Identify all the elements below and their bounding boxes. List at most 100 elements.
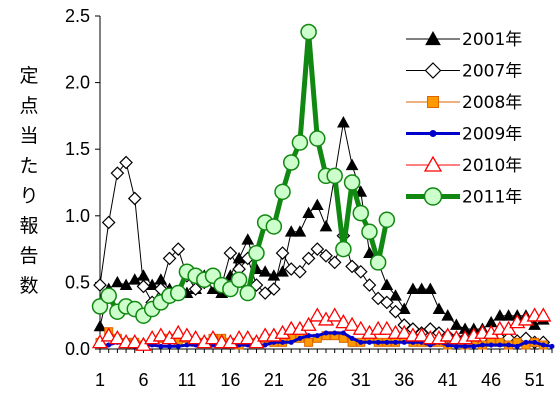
y-axis-label-char: 定	[19, 65, 38, 87]
data-point	[101, 288, 116, 303]
y-tick-label: 1.0	[65, 206, 90, 226]
data-point	[426, 63, 441, 78]
data-point	[292, 135, 307, 150]
data-point	[232, 272, 247, 287]
data-point	[341, 331, 346, 336]
data-point	[176, 344, 181, 349]
data-point	[523, 340, 528, 345]
data-point	[301, 24, 316, 39]
data-point	[426, 32, 440, 45]
data-point	[289, 340, 294, 345]
y-tick-label: 0.5	[65, 272, 90, 292]
data-point	[328, 309, 342, 321]
data-point	[363, 279, 375, 291]
data-point	[111, 167, 123, 179]
data-point	[541, 343, 546, 348]
data-point	[158, 344, 163, 349]
x-tick-label: 11	[178, 370, 197, 390]
data-point	[266, 219, 281, 234]
data-point	[428, 97, 439, 108]
data-point	[358, 340, 363, 345]
data-point	[425, 188, 442, 205]
data-point	[489, 343, 494, 348]
legend-item-5: 2010年	[406, 156, 522, 176]
data-point	[240, 286, 255, 301]
y-axis-label-char: 報	[19, 215, 38, 237]
data-point	[275, 184, 290, 199]
legend-item-2: 2007年	[406, 62, 522, 82]
data-point	[393, 340, 398, 345]
legend: 2001年 2007年 2008年 2009年 2010年 2011年	[406, 30, 522, 208]
data-point	[367, 340, 372, 345]
data-point	[294, 226, 305, 236]
y-tick-label: 1.5	[65, 139, 90, 159]
data-point	[381, 280, 392, 290]
x-tick-label: 6	[138, 370, 148, 390]
data-point	[425, 157, 441, 171]
data-point	[320, 250, 332, 262]
data-point	[284, 155, 299, 170]
data-point	[371, 255, 386, 270]
data-point	[350, 336, 355, 341]
data-point	[463, 344, 468, 349]
y-tick-label: 2.5	[65, 6, 90, 26]
legend-label: 2001年	[462, 30, 522, 50]
data-point	[347, 160, 358, 170]
y-axis-label-char: 点	[19, 95, 38, 117]
y-tick-label: 0.0	[65, 339, 90, 359]
legend-item-1: 2001年	[406, 30, 522, 50]
legend-label: 2010年	[462, 156, 522, 176]
data-point	[345, 175, 360, 190]
data-point	[379, 212, 394, 227]
data-point	[550, 344, 555, 349]
x-tick-label: 1	[95, 370, 105, 390]
data-point	[471, 344, 476, 349]
legend-item-6: 2011年	[406, 188, 522, 208]
y-axis-label-char: 告	[19, 245, 38, 267]
data-point	[329, 256, 341, 268]
data-point	[362, 224, 377, 239]
data-point	[532, 340, 537, 345]
data-point	[506, 343, 511, 348]
data-point	[103, 216, 115, 228]
data-point	[242, 234, 253, 244]
data-point	[112, 277, 123, 287]
x-tick-label: 21	[264, 370, 284, 390]
data-point	[497, 343, 502, 348]
data-point	[480, 343, 485, 348]
data-point	[120, 157, 132, 169]
x-tick-label: 46	[481, 370, 501, 390]
legend-label: 2007年	[462, 62, 522, 82]
data-point	[384, 340, 389, 345]
data-point	[312, 200, 323, 210]
data-point	[315, 333, 320, 338]
data-point	[425, 284, 436, 294]
y-tick-label: 2.0	[65, 73, 90, 93]
data-point	[171, 286, 186, 301]
data-point	[224, 247, 236, 259]
legend-item-4: 2009年	[406, 125, 522, 145]
y-axis-label-char: た	[19, 155, 38, 177]
x-tick-label: 51	[525, 370, 545, 390]
data-point	[277, 247, 289, 259]
data-point	[353, 206, 368, 221]
data-point	[327, 168, 342, 183]
data-point	[321, 221, 332, 231]
data-point	[332, 331, 337, 336]
x-tick-label: 31	[351, 370, 371, 390]
data-point	[454, 344, 459, 349]
x-tick-label: 16	[220, 370, 240, 390]
data-point	[249, 246, 264, 261]
data-point	[338, 117, 349, 127]
legend-label: 2008年	[462, 93, 522, 113]
data-point	[515, 344, 520, 349]
y-axis-label-char: 当	[19, 125, 38, 147]
data-point	[305, 338, 313, 346]
data-point	[95, 321, 106, 331]
data-point	[310, 131, 325, 146]
data-point	[336, 242, 351, 257]
legend-item-3: 2008年	[406, 93, 522, 113]
y-axis-label-char: 数	[19, 275, 38, 297]
